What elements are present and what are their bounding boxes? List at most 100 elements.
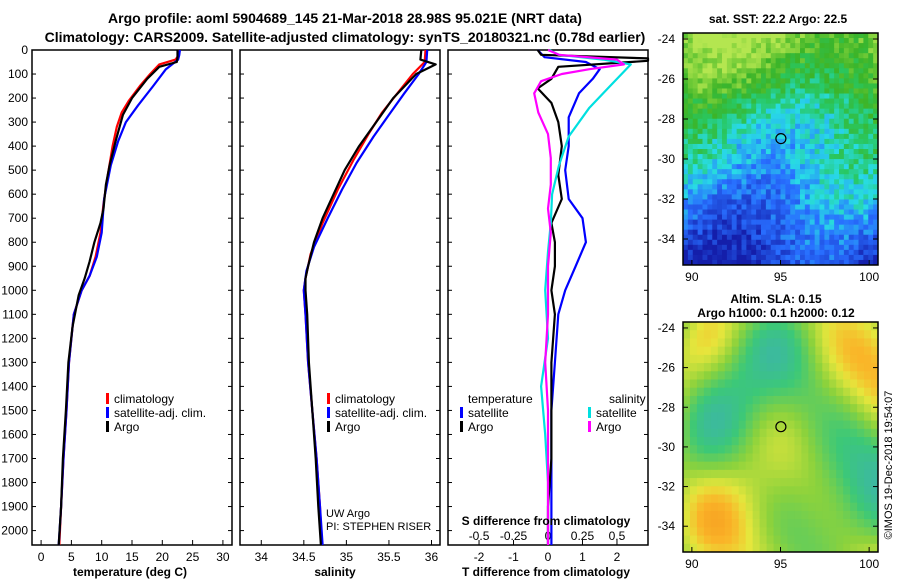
sst-cell xyxy=(839,199,845,205)
sla-cell xyxy=(696,387,705,397)
sst-cell xyxy=(824,229,830,236)
sst-cell xyxy=(790,123,796,130)
sla-cell xyxy=(815,330,823,339)
sst-cell xyxy=(858,174,864,180)
sst-cell xyxy=(790,33,796,39)
sst-cell xyxy=(804,214,811,221)
sst-cell xyxy=(853,58,860,64)
sst-cell xyxy=(702,123,708,130)
sst-cell xyxy=(707,199,713,205)
sla-map-title-2: Argo h1000: 0.1 h2000: 0.12 xyxy=(697,306,855,320)
sla-cell xyxy=(710,486,719,495)
sst-cell xyxy=(741,103,747,110)
sst-cell xyxy=(795,249,801,256)
sla-cell xyxy=(745,478,754,487)
sla-cell xyxy=(696,412,705,422)
sst-cell xyxy=(770,244,777,251)
map-y-tick-label: -26 xyxy=(658,361,676,375)
sst-cell xyxy=(736,133,743,140)
sst-cell xyxy=(692,118,699,125)
sla-cell xyxy=(850,502,858,512)
sst-cell xyxy=(834,53,840,59)
sst-cell xyxy=(800,154,806,160)
sst-cell xyxy=(717,254,723,261)
sst-cell xyxy=(839,254,845,261)
sst-cell xyxy=(790,219,796,226)
sst-cell xyxy=(848,138,855,145)
sst-cell xyxy=(795,73,801,79)
sst-cell xyxy=(717,38,723,44)
s-diff-tick-label: 0.25 xyxy=(571,529,595,543)
sst-cell xyxy=(717,239,723,246)
sla-cell xyxy=(683,322,691,331)
sst-cell xyxy=(785,43,791,49)
sla-cell xyxy=(808,453,816,463)
sst-cell xyxy=(731,138,738,145)
map-y-tick-label: -30 xyxy=(658,152,676,166)
sst-cell xyxy=(829,98,835,105)
sla-cell xyxy=(780,510,788,520)
sst-cell xyxy=(824,214,830,221)
sst-cell xyxy=(809,249,816,256)
sst-cell xyxy=(780,143,786,150)
depth-tick-label: 1800 xyxy=(1,476,28,490)
sst-cell xyxy=(873,73,879,79)
sst-cell xyxy=(853,249,860,256)
sst-cell xyxy=(834,133,840,140)
sla-cell xyxy=(738,346,747,356)
sla-cell xyxy=(703,387,712,397)
sla-cell xyxy=(808,519,816,528)
sst-cell xyxy=(741,83,747,89)
sst-cell xyxy=(839,108,845,115)
sst-cell xyxy=(868,83,874,89)
sla-cell xyxy=(703,371,712,380)
sla-cell xyxy=(766,354,775,364)
sla-cell xyxy=(752,354,761,364)
sla-cell xyxy=(738,395,747,405)
sla-cell xyxy=(773,338,781,348)
legend-swatch-climatology xyxy=(327,393,330,404)
sla-cell xyxy=(752,379,761,389)
sst-cell xyxy=(736,108,743,115)
sla-cell xyxy=(864,363,872,372)
sst-cell xyxy=(819,194,825,200)
sst-cell xyxy=(736,98,743,105)
sst-cell xyxy=(795,43,801,49)
sla-cell xyxy=(752,428,761,438)
sst-cell xyxy=(873,133,879,140)
sst-cell xyxy=(780,33,786,39)
sst-cell xyxy=(756,229,762,236)
sst-cell xyxy=(800,169,806,175)
sst-cell xyxy=(707,108,713,115)
sst-cell xyxy=(843,204,850,211)
sst-cell xyxy=(868,244,874,251)
sst-cell xyxy=(853,164,860,170)
sla-cell xyxy=(801,354,809,364)
sst-cell xyxy=(853,234,860,241)
sla-cell xyxy=(738,387,747,397)
sst-cell xyxy=(868,234,874,241)
sla-cell xyxy=(689,510,698,520)
sla-cell xyxy=(843,486,851,495)
sst-cell xyxy=(722,63,728,69)
sst-cell xyxy=(785,83,791,89)
sla-cell xyxy=(689,330,698,339)
sla-cell xyxy=(766,535,775,545)
sst-cell xyxy=(814,159,821,165)
sla-cell xyxy=(703,519,712,528)
sla-cell xyxy=(871,453,879,463)
sst-cell xyxy=(741,149,747,155)
sst-cell xyxy=(751,38,757,44)
sla-cell xyxy=(703,527,712,537)
sst-cell xyxy=(687,234,694,241)
sst-cell xyxy=(731,194,738,200)
sla-cell xyxy=(703,478,712,487)
sst-cell xyxy=(692,128,699,135)
sst-cell xyxy=(707,259,713,266)
sla-cell xyxy=(801,428,809,438)
sst-cell xyxy=(804,108,811,115)
sst-cell xyxy=(751,259,757,266)
sst-cell xyxy=(848,204,855,211)
sla-cell xyxy=(843,527,851,537)
sla-cell xyxy=(689,453,698,463)
